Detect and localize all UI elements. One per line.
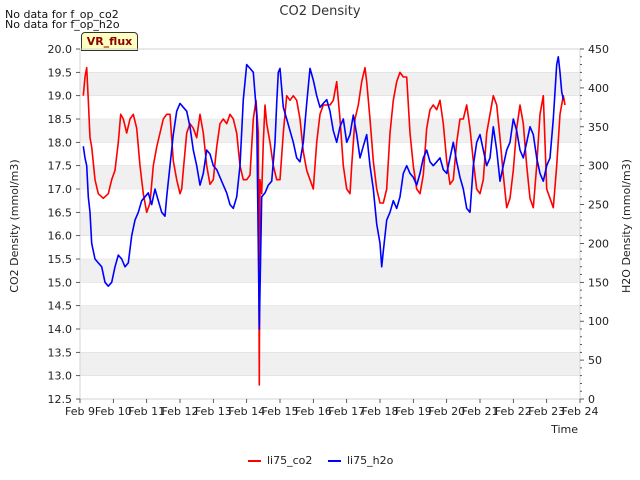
background-bands [80,48,580,400]
x-tick-label: Feb 15 [262,405,299,418]
x-tick-label: Feb 23 [528,405,565,418]
background-band [80,352,580,376]
y-axis-label: CO2 Density (mmol/m3) [8,159,21,292]
series-line-li75_h2o [82,56,565,330]
y-tick-label: 14.5 [48,300,73,313]
x-tick-label: Feb 9 [65,405,95,418]
y2-tick-label: 450 [588,43,609,56]
y-tick-label: 19.5 [48,66,73,79]
chart-title: CO2 Density [279,4,360,19]
y2-tick-label: 400 [588,82,609,95]
x-tick-label: Feb 16 [295,405,332,418]
x-tick-label: Feb 14 [228,405,265,418]
legend-label-h2o: li75_h2o [347,454,394,467]
y-tick-label: 16.5 [48,206,73,219]
x-tick-label: Feb 11 [128,405,165,418]
y-tick-label: 20.0 [48,43,73,56]
background-band [80,165,580,189]
x-tick-label: Feb 19 [395,405,432,418]
no-data-note-co2: No data for f_op_co2 [5,8,119,21]
y-tick-label: 18.5 [48,113,73,126]
x-tick-label: Feb 20 [428,405,465,418]
background-band [80,72,580,96]
no-data-note-h2o: No data for f_op_h2o [5,18,120,31]
legend-swatch-h2o [328,460,341,462]
x-tick-label: Feb 18 [362,405,399,418]
y-tick-label: 16.0 [48,230,73,243]
x-axis-label: Time [550,423,578,436]
background-band [80,305,580,329]
y-tick-label: 15.0 [48,276,73,289]
legend-item-co2: li75_co2 [248,454,312,467]
x-tick-label: Feb 12 [162,405,199,418]
legend-swatch-co2 [248,460,261,462]
plot-frame [79,48,581,400]
x-tick-label: Feb 13 [195,405,232,418]
x-tick-label: Feb 22 [495,405,532,418]
y2-tick-label: 100 [588,315,609,328]
y-tick-label: 17.5 [48,160,73,173]
y2-tick-label: 300 [588,160,609,173]
y2-axis-label: H2O Density (mmol/m3) [620,159,633,293]
legend-label-co2: li75_co2 [267,454,313,467]
background-band [80,259,580,283]
y-tick-label: 13.0 [48,370,73,383]
y2-tick-label: 50 [588,354,602,367]
x-tick-label: Feb 10 [95,405,132,418]
series-line-li75_co2 [82,66,566,386]
y-tick-label: 17.0 [48,183,73,196]
background-band [80,212,580,236]
legend-item-h2o: li75_h2o [328,454,393,467]
y-tick-label: 12.5 [48,393,73,406]
y-tick-label: 19.0 [48,90,73,103]
y-tick-label: 13.5 [48,346,73,359]
y2-tick-label: 150 [588,276,609,289]
y-tick-label: 18.0 [48,136,73,149]
x-tick-label: Feb 24 [562,405,599,418]
y2-tick-label: 250 [588,199,609,212]
y2-tick-label: 350 [588,121,609,134]
y2-tick-label: 200 [588,237,609,250]
x-tick-label: Feb 17 [328,405,365,418]
y-tick-label: 14.0 [48,323,73,336]
x-tick-label: Feb 21 [462,405,499,418]
y2-tick-label: 0 [588,393,595,406]
background-band [80,119,580,143]
vr-flux-badge: VR_flux [81,32,138,51]
y-tick-label: 15.5 [48,253,73,266]
